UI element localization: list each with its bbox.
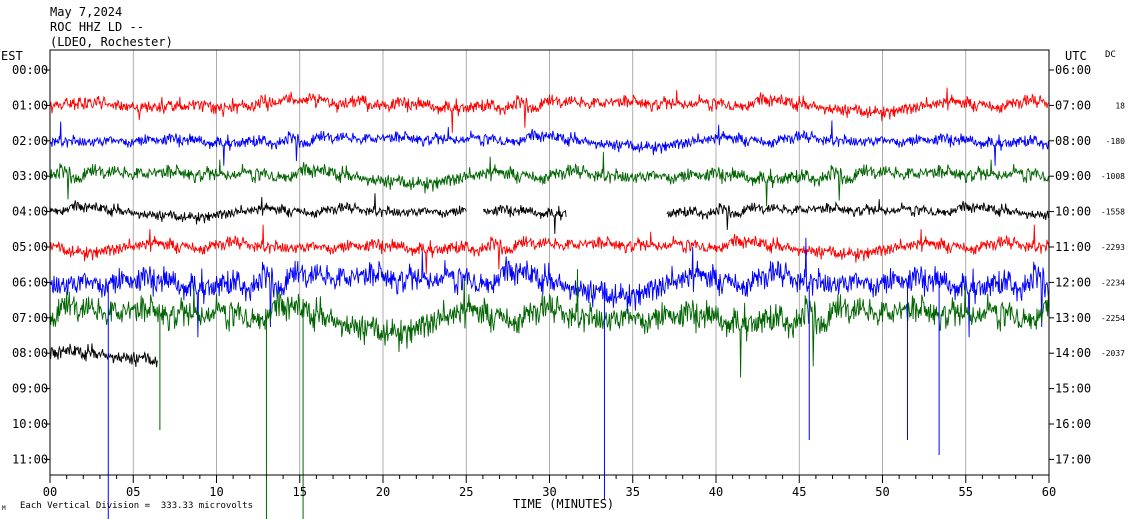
plot-frame (49, 49, 1050, 476)
utc-row-label: 15:00 (1055, 382, 1091, 396)
x-tick-label: 35 (626, 485, 640, 499)
header-date: May 7,2024 (50, 5, 122, 19)
est-row-label: 11:00 (12, 452, 48, 466)
trace-row-7 (49, 269, 1050, 378)
x-tick-label: 20 (376, 485, 390, 499)
utc-row-label: 14:00 (1055, 346, 1091, 360)
x-tick-label: 45 (792, 485, 806, 499)
dc-offset-label: -2037 (1101, 349, 1125, 358)
trace-row-3 (49, 151, 1049, 207)
footer-note: Each Vertical Division = 333.33 microvol… (20, 501, 253, 511)
x-tick-label: 15 (293, 485, 307, 499)
trace-row-8 (49, 343, 159, 368)
utc-row-label: 10:00 (1055, 205, 1091, 219)
trace-row-5 (49, 224, 1050, 275)
header-network: (LDEO, Rochester) (50, 35, 173, 49)
trace-layer (49, 87, 1050, 519)
dc-offset-label: -1558 (1101, 208, 1125, 217)
label-layer: May 7,2024 ROC HHZ LD -- (LDEO, Rocheste… (1, 5, 1125, 512)
dc-offset-label: -180 (1106, 137, 1125, 146)
x-tick-label: 25 (459, 485, 473, 499)
utc-row-label: 16:00 (1055, 417, 1091, 431)
est-row-label: 09:00 (12, 382, 48, 396)
trace-row-2 (49, 120, 1050, 166)
dc-offset-label: -2254 (1101, 314, 1125, 323)
utc-row-label: 12:00 (1055, 275, 1091, 289)
est-row-label: 03:00 (12, 169, 48, 183)
x-tick-label: 55 (959, 485, 973, 499)
x-tick-label: 60 (1042, 485, 1056, 499)
est-row-label: 06:00 (12, 275, 48, 289)
footer-mark: M (2, 505, 6, 512)
est-row-label: 08:00 (12, 346, 48, 360)
dc-offset-label: 18 (1115, 101, 1125, 110)
grid-layer (45, 50, 1054, 483)
est-row-label: 04:00 (12, 205, 48, 219)
x-tick-label: 40 (709, 485, 723, 499)
trace-row-1 (49, 87, 1050, 133)
x-tick-label: 30 (542, 485, 556, 499)
utc-row-label: 08:00 (1055, 134, 1091, 148)
x-axis-title: TIME (MINUTES) (513, 497, 614, 511)
left-axis-title: EST (1, 49, 23, 63)
utc-row-label: 11:00 (1055, 240, 1091, 254)
est-row-label: 05:00 (12, 240, 48, 254)
x-tick-label: 50 (875, 485, 889, 499)
est-row-label: 00:00 (12, 63, 48, 77)
x-tick-label: 10 (209, 485, 223, 499)
dc-offset-label: -2293 (1101, 243, 1125, 252)
utc-row-label: 07:00 (1055, 98, 1091, 112)
dc-title: DC (1105, 50, 1116, 60)
dc-offset-label: -1008 (1101, 172, 1125, 181)
est-row-label: 02:00 (12, 134, 48, 148)
header-station: ROC HHZ LD -- (50, 20, 144, 34)
x-tick-label: 05 (126, 485, 140, 499)
est-row-label: 10:00 (12, 417, 48, 431)
utc-row-label: 13:00 (1055, 311, 1091, 325)
trace-row-4 (49, 193, 1050, 235)
utc-row-label: 06:00 (1055, 63, 1091, 77)
x-tick-label: 00 (43, 485, 57, 499)
trace-row-6 (49, 237, 1050, 338)
utc-row-label: 09:00 (1055, 169, 1091, 183)
est-row-label: 07:00 (12, 311, 48, 325)
utc-row-label: 17:00 (1055, 452, 1091, 466)
dc-offset-label: -2234 (1101, 278, 1125, 287)
right-axis-title: UTC (1065, 49, 1087, 63)
est-row-label: 01:00 (12, 98, 48, 112)
